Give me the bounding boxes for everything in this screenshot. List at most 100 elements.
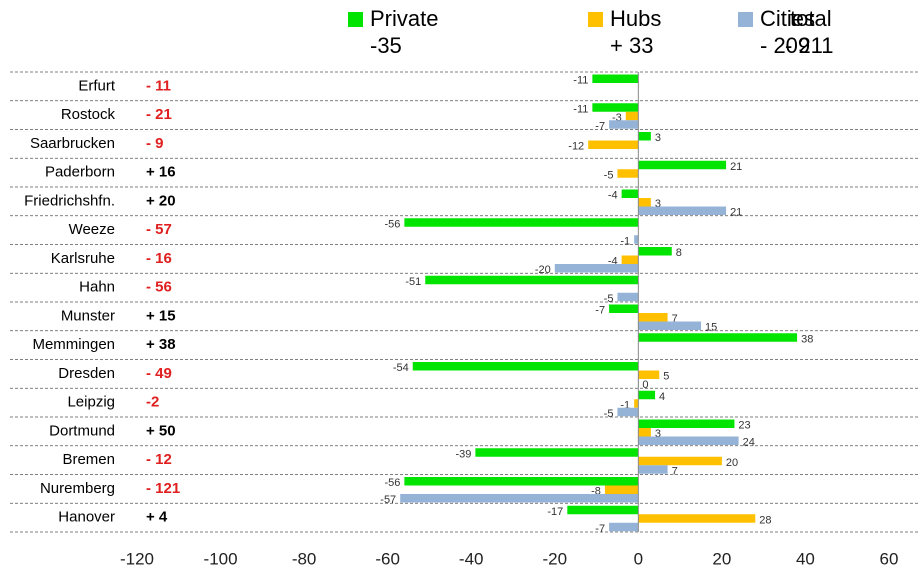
data-label: 8 <box>676 247 682 259</box>
total-label: + 15 <box>146 307 176 324</box>
data-label: 4 <box>659 391 665 403</box>
data-label: 28 <box>759 514 771 526</box>
bar <box>609 522 639 532</box>
bar <box>475 448 639 457</box>
bar <box>638 465 668 474</box>
total-label: - 49 <box>146 365 172 382</box>
bar <box>592 74 639 83</box>
data-label: 3 <box>655 428 661 440</box>
data-label: 23 <box>738 420 750 432</box>
data-label: -7 <box>595 120 605 132</box>
bar <box>638 370 660 379</box>
bar <box>638 428 651 437</box>
data-label: -12 <box>568 141 584 153</box>
bar <box>638 313 668 322</box>
category-label: Memmingen <box>32 336 115 353</box>
legend-label: Private <box>370 6 438 31</box>
bar <box>638 456 722 466</box>
data-label: 3 <box>655 132 661 144</box>
category-label: Weeze <box>69 221 115 238</box>
data-label: 20 <box>726 457 738 469</box>
total-title: total <box>790 6 832 31</box>
data-label: 15 <box>705 322 717 334</box>
bar <box>634 399 639 408</box>
total-label: -2 <box>146 394 159 411</box>
x-tick-label: -80 <box>292 549 317 568</box>
data-label: -17 <box>547 506 563 518</box>
bar <box>638 132 651 141</box>
x-tick-label: 60 <box>880 549 899 568</box>
data-label: -11 <box>573 103 588 115</box>
total-label: + 4 <box>146 509 168 526</box>
data-label: -3 <box>612 112 622 124</box>
total-label: - 21 <box>146 106 172 123</box>
category-label: Hahn <box>79 279 115 296</box>
data-label: -11 <box>573 75 588 87</box>
bar <box>617 292 639 302</box>
category-label: Paderborn <box>45 164 115 181</box>
bar <box>621 189 639 198</box>
bar <box>638 436 739 445</box>
legend-label: Cities <box>760 6 815 31</box>
category-label: Munster <box>61 307 115 324</box>
bar <box>638 419 735 428</box>
x-tick-label: 20 <box>712 549 731 568</box>
total-label: + 16 <box>146 164 176 181</box>
category-label: Bremen <box>62 451 115 468</box>
data-label: 5 <box>663 371 669 383</box>
data-label: -56 <box>384 477 400 489</box>
data-label: -5 <box>604 293 614 305</box>
x-tick-label: -20 <box>542 549 567 568</box>
bar <box>621 255 639 264</box>
legend-value: -35 <box>370 33 402 58</box>
category-label: Friedrichshfn. <box>24 192 115 209</box>
data-label: -7 <box>595 305 605 317</box>
total-label: - 121 <box>146 480 180 497</box>
data-label: -8 <box>591 486 601 498</box>
bar <box>638 198 651 207</box>
data-label: 0 <box>642 379 648 391</box>
bar <box>634 235 639 244</box>
category-label: Saarbrucken <box>30 135 115 152</box>
total-label: - 9 <box>146 135 164 152</box>
data-label: 21 <box>730 161 742 173</box>
bar <box>638 390 656 400</box>
category-label: Rostock <box>61 106 116 123</box>
bar <box>400 494 639 503</box>
data-label: -57 <box>380 494 396 506</box>
legend-swatch <box>588 12 603 27</box>
category-label: Erfurt <box>78 77 116 94</box>
total-label: - 16 <box>146 250 172 267</box>
data-label: -4 <box>608 190 618 202</box>
data-label: -1 <box>620 399 630 411</box>
data-label: 38 <box>801 333 813 345</box>
data-label: -4 <box>608 256 618 268</box>
data-label: -7 <box>595 523 605 535</box>
bar <box>609 304 639 313</box>
category-label: Hanover <box>58 509 115 526</box>
total-value: - 211 <box>785 33 834 58</box>
data-label: 3 <box>655 198 661 210</box>
x-tick-label: -40 <box>459 549 484 568</box>
data-label: -5 <box>604 169 614 181</box>
category-label: Leipzig <box>67 394 115 411</box>
total-label: + 20 <box>146 192 176 209</box>
data-label: -39 <box>455 448 471 460</box>
bar <box>638 206 727 215</box>
data-label: -1 <box>620 235 630 247</box>
category-label: Nuremberg <box>40 480 115 497</box>
bar <box>609 120 639 129</box>
bar <box>554 264 639 273</box>
x-tick-label: -120 <box>120 549 154 568</box>
bar <box>604 485 639 494</box>
bar <box>588 140 639 149</box>
data-label: 24 <box>743 437 755 449</box>
bar <box>638 333 798 342</box>
bar <box>638 514 756 523</box>
legend-swatch <box>738 12 753 27</box>
bar <box>404 477 639 486</box>
bar <box>638 160 727 170</box>
data-label: -56 <box>384 218 400 230</box>
bar <box>567 505 639 515</box>
data-label: 7 <box>672 465 678 477</box>
